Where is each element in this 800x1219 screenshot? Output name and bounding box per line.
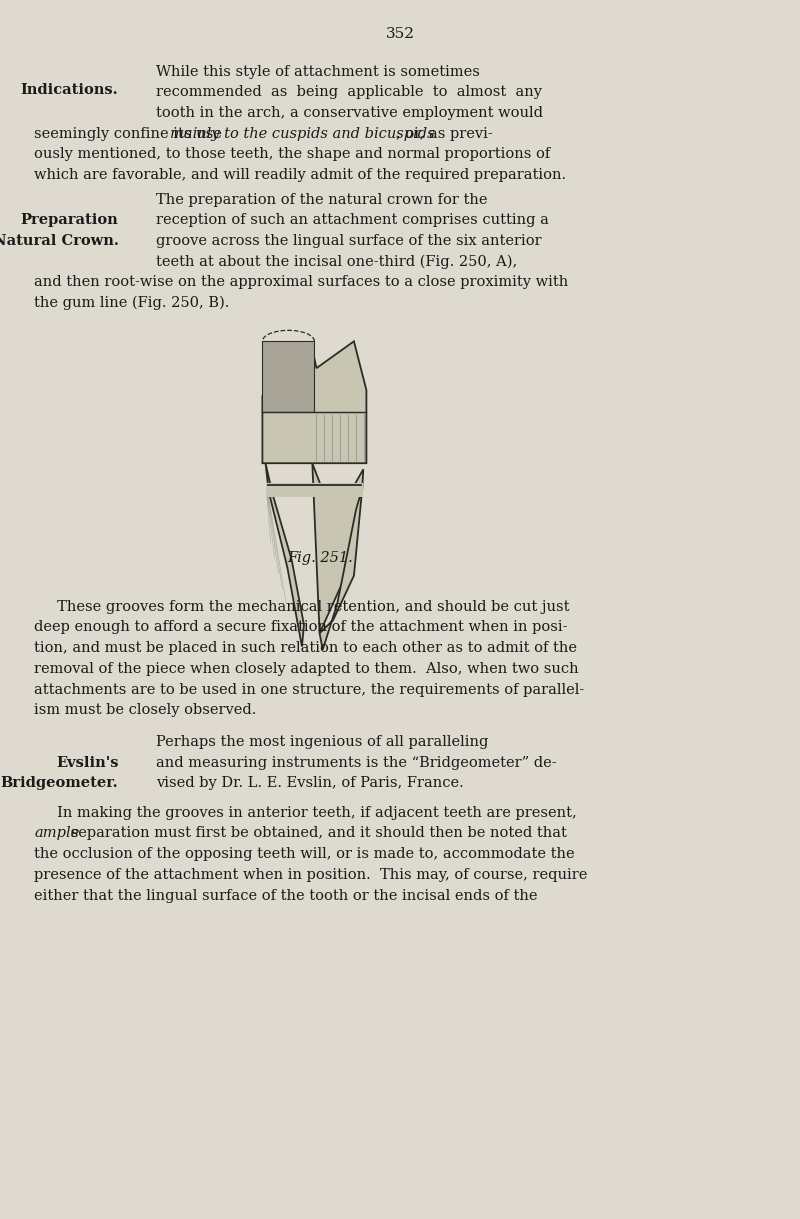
Text: ism must be closely observed.: ism must be closely observed. — [34, 703, 257, 717]
Text: groove across the lingual surface of the six anterior: groove across the lingual surface of the… — [156, 234, 542, 247]
Text: seemingly confine its use: seemingly confine its use — [34, 127, 227, 140]
Text: ously mentioned, to those teeth, the shape and normal proportions of: ously mentioned, to those teeth, the sha… — [34, 147, 550, 161]
Text: of Natural Crown.: of Natural Crown. — [0, 234, 118, 247]
Text: mainly to the cuspids and bicuspids: mainly to the cuspids and bicuspids — [170, 127, 434, 140]
Text: 352: 352 — [386, 27, 414, 40]
Text: Bridgeometer.: Bridgeometer. — [1, 777, 118, 790]
Text: While this style of attachment is sometimes: While this style of attachment is someti… — [156, 65, 480, 78]
Polygon shape — [312, 463, 363, 634]
Text: the occlusion of the opposing teeth will, or is made to, accommodate the: the occlusion of the opposing teeth will… — [34, 847, 575, 861]
Text: Evslin's: Evslin's — [56, 756, 118, 769]
Text: reception of such an attachment comprises cutting a: reception of such an attachment comprise… — [156, 213, 549, 227]
Text: Indications.: Indications. — [21, 83, 118, 96]
Text: removal of the piece when closely adapted to them.  Also, when two such: removal of the piece when closely adapte… — [34, 662, 579, 675]
Text: deep enough to afford a secure fixation of the attachment when in posi-: deep enough to afford a secure fixation … — [34, 620, 568, 634]
Text: vised by Dr. L. E. Evslin, of Paris, France.: vised by Dr. L. E. Evslin, of Paris, Fra… — [156, 777, 464, 790]
Text: presence of the attachment when in position.  This may, of course, require: presence of the attachment when in posit… — [34, 868, 588, 881]
Text: the gum line (Fig. 250, B).: the gum line (Fig. 250, B). — [34, 296, 230, 310]
Text: recommended  as  being  applicable  to  almost  any: recommended as being applicable to almos… — [156, 85, 542, 99]
Text: tooth in the arch, a conservative employment would: tooth in the arch, a conservative employ… — [156, 106, 543, 119]
Bar — [266, 483, 363, 497]
Text: attachments are to be used in one structure, the requirements of parallel-: attachments are to be used in one struct… — [34, 683, 585, 696]
Bar — [262, 341, 314, 412]
Text: which are favorable, and will readily admit of the required preparation.: which are favorable, and will readily ad… — [34, 168, 566, 182]
Text: separation must first be obtained, and it should then be noted that: separation must first be obtained, and i… — [66, 826, 566, 840]
Polygon shape — [262, 341, 366, 463]
Text: and then root-wise on the approximal surfaces to a close proximity with: and then root-wise on the approximal sur… — [34, 275, 569, 289]
Text: either that the lingual surface of the tooth or the incisal ends of the: either that the lingual surface of the t… — [34, 889, 538, 902]
Text: , or, as previ-: , or, as previ- — [396, 127, 493, 140]
Text: Perhaps the most ingenious of all paralleling: Perhaps the most ingenious of all parall… — [156, 735, 488, 748]
Polygon shape — [266, 463, 304, 646]
Text: The preparation of the natural crown for the: The preparation of the natural crown for… — [156, 193, 487, 206]
Text: and measuring instruments is the “Bridgeometer” de-: and measuring instruments is the “Bridge… — [156, 756, 557, 769]
Text: Preparation: Preparation — [21, 213, 118, 227]
Text: In making the grooves in anterior teeth, if adjacent teeth are present,: In making the grooves in anterior teeth,… — [34, 806, 577, 819]
Text: teeth at about the incisal one-third (Fig. 250, A),: teeth at about the incisal one-third (Fi… — [156, 255, 518, 268]
Text: These grooves form the mechanical retention, and should be cut just: These grooves form the mechanical retent… — [34, 600, 570, 613]
Text: ample: ample — [34, 826, 80, 840]
Text: tion, and must be placed in such relation to each other as to admit of the: tion, and must be placed in such relatio… — [34, 641, 578, 655]
Polygon shape — [320, 489, 362, 650]
Text: Fig. 251.: Fig. 251. — [287, 551, 353, 564]
